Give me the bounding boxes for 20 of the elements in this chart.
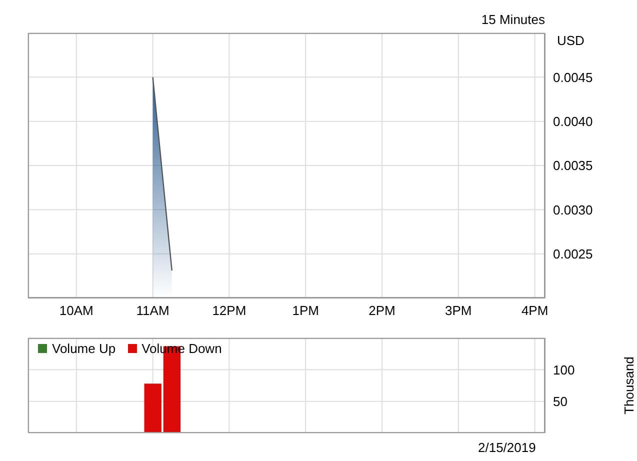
y-tick-label: 0.0030 — [553, 202, 593, 218]
y-tick-label: 0.0045 — [553, 70, 593, 85]
x-tick-label: 1PM — [292, 303, 319, 318]
text: 2/15/2019 — [478, 440, 536, 455]
y-tick-label: 100 — [553, 362, 575, 378]
legend-label: Volume Up — [51, 341, 116, 356]
y-tick-label: 0.0035 — [553, 158, 593, 174]
y-tick-label: 0.0040 — [553, 114, 593, 129]
x-tick-label: 12PM — [212, 303, 246, 318]
x-tick-label: 10AM — [59, 303, 94, 318]
x-tick-label: 4PM — [521, 303, 548, 318]
y-tick-label: 0.0025 — [553, 246, 593, 262]
legend-label: Volume Down — [140, 341, 222, 356]
x-tick-label: 11AM — [136, 303, 170, 318]
y-axis-title: Thousand — [621, 356, 636, 414]
y-tick-label: 50 — [553, 394, 568, 409]
y-axis-title: USD — [557, 33, 584, 48]
x-tick-label: 3PM — [445, 303, 472, 318]
chart-subtitle: 15 Minutes — [481, 12, 545, 27]
x-tick-label: 2PM — [368, 303, 396, 318]
